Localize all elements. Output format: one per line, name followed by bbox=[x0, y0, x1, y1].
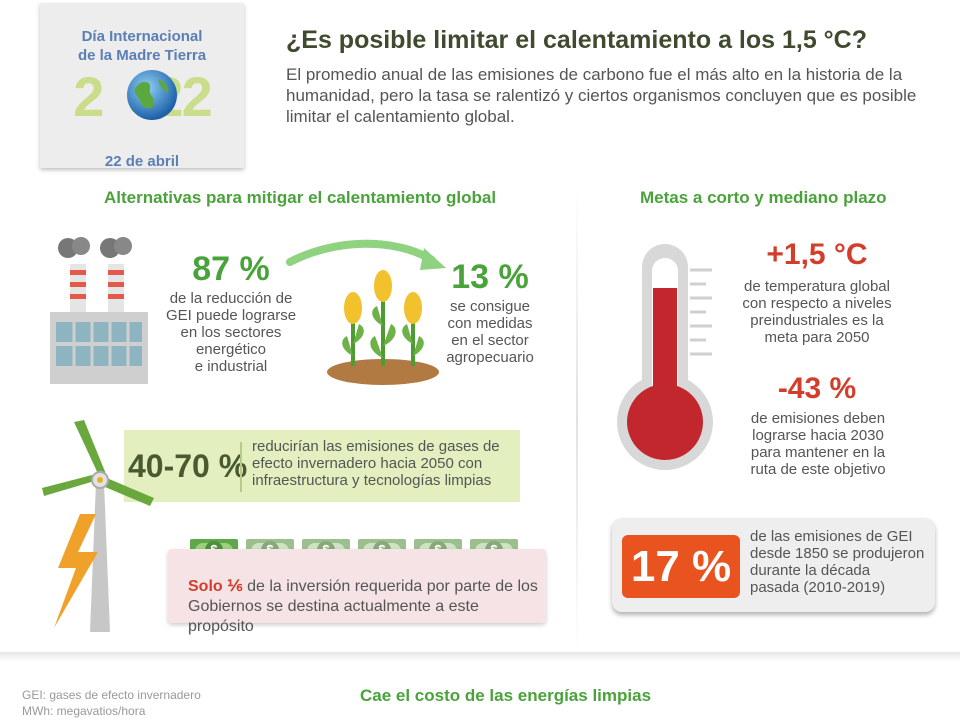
alternatives-title: Alternativas para mitigar el calentamien… bbox=[104, 188, 497, 207]
emissions-decade-line: desde 1850 se produjeron bbox=[750, 545, 925, 562]
stat-13-line: con medidas bbox=[447, 315, 533, 332]
investment-line1: Solo ⅙ de la inversión requerida por par… bbox=[188, 577, 542, 597]
thermometer-icon bbox=[617, 244, 713, 470]
goal-emissions-line: lograrse hacia 2030 bbox=[752, 427, 884, 444]
footer-separator bbox=[0, 652, 960, 662]
goal-temp-line: meta para 2050 bbox=[764, 329, 870, 346]
stat-87-text: de la reducción de GEI puede lograrse en… bbox=[160, 290, 302, 375]
investment-box bbox=[168, 549, 546, 623]
stat-divider bbox=[240, 442, 242, 492]
next-section-title: Cae el costo de las energías limpias bbox=[360, 686, 652, 705]
stat-40-70-text: reducirían las emisiones de gases de efe… bbox=[252, 438, 518, 489]
goal-temp-line: de temperatura global bbox=[744, 278, 890, 295]
goal-temp-line: con respecto a niveles bbox=[742, 295, 892, 312]
wind-turbine-icon bbox=[42, 420, 154, 632]
footer-note: MWh: megavatios/hora bbox=[22, 704, 146, 718]
stat-13-line: agropecuario bbox=[446, 349, 534, 366]
corn-crop-icon bbox=[327, 270, 439, 385]
goal-emissions-line: de emisiones deben bbox=[750, 410, 886, 427]
section-divider bbox=[576, 185, 578, 655]
emissions-decade-line: durante la década bbox=[750, 562, 871, 579]
badge-date: 22 de abril bbox=[104, 153, 180, 170]
goal-temp-line: preindustriales es la bbox=[750, 312, 884, 329]
factory-icon bbox=[50, 237, 148, 384]
goal-emissions-line: ruta de este objetivo bbox=[750, 461, 886, 478]
footer-note: GEI: gases de efecto invernadero bbox=[22, 688, 201, 702]
footer-notes: GEI: gases de efecto invernadero MWh: me… bbox=[22, 687, 201, 719]
badge-title: Día Internacional de la Madre Tierra bbox=[40, 27, 244, 65]
badge-title-line1: Día Internacional bbox=[81, 28, 203, 45]
globe-icon bbox=[127, 70, 177, 120]
earth-day-badge: Día Internacional de la Madre Tierra 2 22… bbox=[40, 3, 244, 170]
investment-line2: Gobiernos se destina actualmente a este … bbox=[188, 598, 479, 635]
goal-temp-text: de temperatura global con respecto a niv… bbox=[734, 278, 900, 346]
stat-40-70-line: reducirían las emisiones de gases de bbox=[252, 438, 500, 455]
curved-arrow-icon bbox=[286, 239, 446, 270]
goal-emissions-value: -43 % bbox=[777, 372, 857, 405]
goals-title: Metas a corto y mediano plazo bbox=[640, 188, 887, 207]
badge-year-left: 2 bbox=[73, 65, 104, 128]
stat-40-70-line: efecto invernadero hacia 2050 con bbox=[252, 455, 483, 472]
page-subtitle: El promedio anual de las emisiones de ca… bbox=[286, 65, 917, 126]
stat-87-line: GEI puede lograrse bbox=[165, 307, 297, 324]
emissions-decade-value: 17 % bbox=[622, 535, 740, 598]
goal-emissions-text: de emisiones deben lograrse hacia 2030 p… bbox=[740, 410, 896, 478]
stat-87-line: energético bbox=[195, 341, 267, 358]
emissions-decade-line: de las emisiones de GEI bbox=[750, 528, 913, 545]
stat-87-value: 87 % bbox=[192, 250, 270, 288]
stat-40-70-value: 40-70 % bbox=[128, 448, 248, 484]
goal-emissions-line: para mantener en la bbox=[750, 444, 886, 461]
investment-text: Solo ⅙ de la inversión requerida por par… bbox=[188, 577, 542, 637]
stat-87-line: en los sectores bbox=[180, 324, 282, 341]
stat-13-line: en el sector bbox=[451, 332, 529, 349]
emissions-decade-line: pasada (2010-2019) bbox=[750, 579, 886, 596]
goal-temp-value: +1,5 °C bbox=[766, 238, 868, 271]
stat-40-70-line: infraestructura y tecnologías limpias bbox=[252, 472, 492, 489]
stat-87-line: de la reducción de bbox=[169, 290, 293, 307]
page-title: ¿Es posible limitar el calentamiento a l… bbox=[286, 26, 868, 54]
stat-87-line: e industrial bbox=[194, 358, 268, 375]
investment-highlight: Solo ⅙ bbox=[188, 578, 243, 595]
emissions-decade-text: de las emisiones de GEI desde 1850 se pr… bbox=[750, 528, 932, 596]
investment-rest: de la inversión requerida por parte de l… bbox=[247, 578, 538, 595]
stat-40-70-box bbox=[124, 430, 520, 502]
stat-13-text: se consigue con medidas en el sector agr… bbox=[432, 298, 548, 366]
badge-title-line2: de la Madre Tierra bbox=[77, 47, 207, 64]
stat-13-value: 13 % bbox=[451, 258, 529, 296]
stat-13-line: se consigue bbox=[449, 298, 531, 315]
